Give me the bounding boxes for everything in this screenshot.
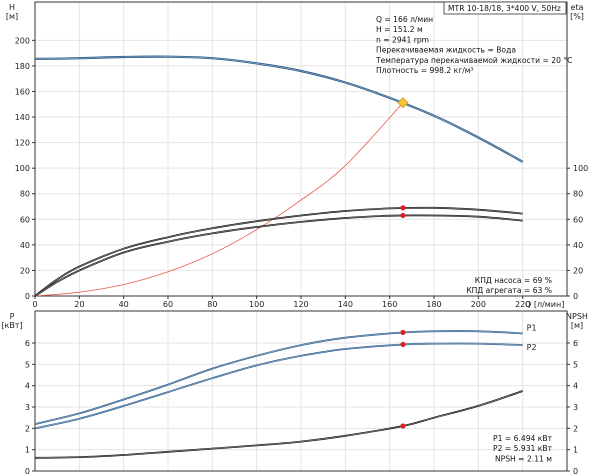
npsh-line-inner bbox=[34, 390, 523, 459]
tick-label-x: 100 bbox=[249, 300, 264, 309]
power-axis-label: P bbox=[10, 312, 15, 321]
tick-label-right: 60 bbox=[573, 215, 583, 224]
tick-label-left: 2 bbox=[25, 424, 30, 433]
tick-label-right: 40 bbox=[573, 241, 583, 250]
p1-label: P1 bbox=[527, 323, 537, 332]
tick-label-x: 0 bbox=[32, 300, 37, 309]
result-info-line: КПД насоса = 69 % bbox=[475, 276, 552, 285]
result-info-line: КПД агрегата = 63 % bbox=[466, 286, 552, 295]
head-line-inner bbox=[34, 56, 523, 163]
result-info-line: NPSH = 2.11 м bbox=[495, 454, 552, 463]
tick-label-left: 180 bbox=[15, 62, 30, 71]
tick-label-left: 0 bbox=[25, 467, 30, 474]
tick-label-x: 20 bbox=[74, 300, 84, 309]
tick-label-left: 20 bbox=[20, 266, 30, 275]
bottom-plot-frame bbox=[34, 310, 568, 472]
tick-label-left: 200 bbox=[15, 36, 30, 45]
tick-label-x: 60 bbox=[163, 300, 173, 309]
duty-point-marker bbox=[397, 97, 409, 109]
tick-label-x: 160 bbox=[382, 300, 397, 309]
tick-label-x: 200 bbox=[471, 300, 486, 309]
duty-info-line: Q = 166 л/мин bbox=[376, 15, 433, 24]
tick-label-x: 120 bbox=[293, 300, 308, 309]
efficiency-info-block: КПД насоса = 69 %КПД агрегата = 63 % bbox=[466, 276, 552, 295]
tick-label-right: 6 bbox=[573, 339, 578, 348]
pump-model-header: MTR 10-18/18, 3*400 V, 50Hz bbox=[443, 1, 567, 15]
tick-label-left: 80 bbox=[20, 190, 30, 199]
pump-efficiency-line-inner bbox=[34, 207, 523, 297]
head-axis-label: H bbox=[9, 3, 15, 12]
tick-label-right: 2 bbox=[573, 424, 578, 433]
p1-line-inner bbox=[34, 330, 523, 425]
operating-point-marker bbox=[400, 212, 406, 219]
operating-point-marker bbox=[400, 205, 406, 211]
pump-model-box bbox=[443, 1, 567, 15]
operating-point-marker bbox=[400, 341, 406, 348]
tick-label-left: 120 bbox=[15, 139, 30, 148]
tick-label-right: 3 bbox=[573, 403, 578, 412]
duty-info-line: H = 151.2 м bbox=[376, 25, 423, 34]
duty-info-line: n = 2941 rpm bbox=[376, 35, 429, 44]
tick-label-left: 1 bbox=[25, 446, 30, 455]
tick-label-left: 60 bbox=[20, 215, 30, 224]
operating-point-marker bbox=[400, 423, 406, 429]
p2-label: P2 bbox=[527, 343, 537, 352]
tick-label-left: 5 bbox=[25, 360, 30, 369]
tick-label-left: 3 bbox=[25, 403, 30, 412]
npsh-axis-label: NPSH bbox=[566, 312, 588, 321]
tick-label-right: 20 bbox=[573, 266, 583, 275]
efficiency-axis-unit: [%] bbox=[570, 12, 584, 21]
unit-efficiency-line-inner bbox=[34, 215, 523, 297]
tick-label-left: 6 bbox=[25, 339, 30, 348]
tick-label-right: 80 bbox=[573, 190, 583, 199]
tick-label-x: 180 bbox=[426, 300, 441, 309]
duty-info-line: Перекачиваемая жидкость = Вода bbox=[376, 46, 516, 55]
tick-label-left: 40 bbox=[20, 241, 30, 250]
tick-label-left: 140 bbox=[15, 113, 30, 122]
power-axis-unit: [кВт] bbox=[1, 321, 22, 330]
tick-label-right: 1 bbox=[573, 446, 578, 455]
pump-efficiency-line bbox=[34, 206, 523, 297]
power-npsh-plot: P1 P2 0 1 2 3 4 5 6 0 1 2 3 4 5 6 P [кВт] NPSH [м] P1 … bbox=[1, 310, 588, 474]
tick-label-x: 140 bbox=[338, 300, 353, 309]
result-info-line: P2 = 5.931 кВт bbox=[493, 444, 553, 453]
head-efficiency-plot: 0 20 40 60 80 100 120 140 160 180 200 0 20 40 60 80 100 0… bbox=[6, 1, 588, 309]
p2-line-inner bbox=[34, 343, 523, 429]
duty-info-line: Температура перекачиваемой жидкости = 20… bbox=[375, 56, 572, 65]
tick-label-left: 100 bbox=[15, 164, 30, 173]
operating-point-marker bbox=[400, 329, 406, 336]
tick-label-right: 100 bbox=[573, 164, 588, 173]
pump-model-text: MTR 10-18/18, 3*400 V, 50Hz bbox=[448, 4, 561, 13]
npsh-axis-unit: [м] bbox=[571, 321, 583, 330]
npsh-line bbox=[34, 390, 523, 459]
efficiency-axis-label: eta bbox=[571, 3, 584, 12]
tick-label-x: 40 bbox=[119, 300, 129, 309]
tick-label-right: 0 bbox=[573, 467, 578, 474]
system-curve-line bbox=[34, 102, 404, 297]
tick-label-left: 0 bbox=[25, 292, 30, 301]
duty-info-line: Плотность = 998.2 кг/м³ bbox=[376, 66, 474, 75]
tick-label-right: 0 bbox=[573, 292, 578, 301]
flow-axis-label: Q [л/мин] bbox=[525, 300, 564, 309]
tick-label-x: 220 bbox=[515, 300, 530, 309]
tick-label-right: 4 bbox=[573, 382, 578, 391]
unit-efficiency-line bbox=[34, 214, 523, 297]
tick-label-left: 160 bbox=[15, 87, 30, 96]
tick-label-x: 80 bbox=[207, 300, 217, 309]
tick-label-left: 4 bbox=[25, 382, 30, 391]
result-info-line: P1 = 6.494 кВт bbox=[493, 434, 553, 443]
head-axis-unit: [м] bbox=[6, 12, 18, 21]
tick-label-right: 5 bbox=[573, 360, 578, 369]
